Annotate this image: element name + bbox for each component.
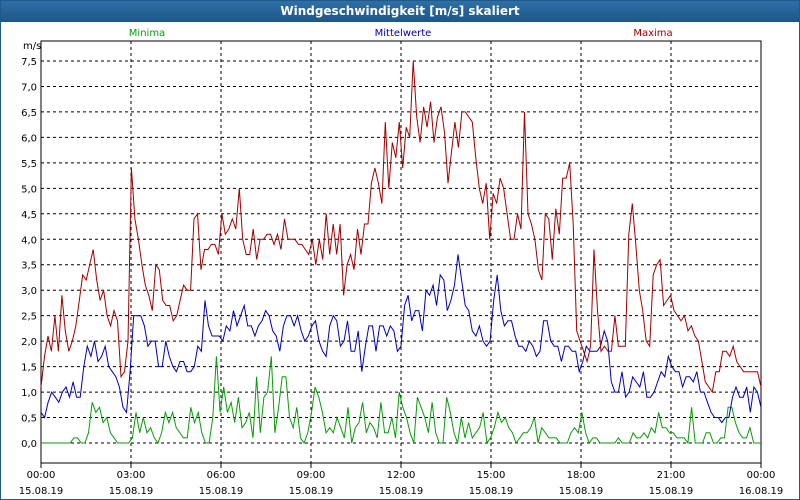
x-tick-date: 16.08.19 xyxy=(739,486,784,497)
series-line-minima xyxy=(41,356,761,445)
x-tick-date: 15.08.19 xyxy=(19,486,64,497)
chart-title: Windgeschwindigkeit [m/s] skaliert xyxy=(1,1,799,22)
x-tick-date: 15.08.19 xyxy=(289,486,334,497)
x-tick-date: 15.08.19 xyxy=(559,486,604,497)
legend-mittelwerte: Mittelwerte xyxy=(375,28,432,39)
legend-minima: Minima xyxy=(129,28,165,39)
y-tick-label: 6,0 xyxy=(21,133,37,144)
y-tick-label: 3,5 xyxy=(21,261,37,272)
y-tick-label: 6,5 xyxy=(21,108,37,119)
x-tick-time: 18:00 xyxy=(567,470,596,481)
y-tick-label: 7,5 xyxy=(21,57,37,68)
y-tick-label: 1,0 xyxy=(21,388,37,399)
x-tick-date: 15.08.19 xyxy=(469,486,514,497)
line-chart: 0,0 0,5 1,0 1,5 2,0 2,5 3,0 3,5 4,0 4,5 5,0 5,5 6,0 6… xyxy=(19,28,784,497)
y-tick-label: 5,5 xyxy=(21,159,37,170)
x-tick-time: 00:00 xyxy=(27,470,56,481)
x-tick-time: 03:00 xyxy=(117,470,146,481)
x-tick-date: 15.08.19 xyxy=(199,486,244,497)
y-axis-label: m/s xyxy=(23,41,41,52)
y-tick-label: 4,0 xyxy=(21,235,37,246)
y-tick-label: 3,0 xyxy=(21,286,37,297)
y-tick-label: 2,5 xyxy=(21,312,37,323)
y-tick-label: 0,0 xyxy=(21,439,37,450)
y-tick-label: 2,0 xyxy=(21,337,37,348)
y-tick-label: 4,5 xyxy=(21,210,37,221)
y-tick-label: 0,5 xyxy=(21,414,37,425)
x-tick-time: 15:00 xyxy=(477,470,506,481)
legend-maxima: Maxima xyxy=(633,28,672,39)
y-tick-label: 1,5 xyxy=(21,363,37,374)
x-tick-time: 00:00 xyxy=(747,470,776,481)
x-tick-time: 21:00 xyxy=(657,470,686,481)
y-tick-label: 7,0 xyxy=(21,82,37,93)
x-tick-date: 15.08.19 xyxy=(649,486,694,497)
x-tick-time: 06:00 xyxy=(207,470,236,481)
x-tick-date: 15.08.19 xyxy=(379,486,424,497)
x-tick-time: 09:00 xyxy=(297,470,326,481)
y-tick-label: 5,0 xyxy=(21,184,37,195)
x-tick-time: 12:00 xyxy=(387,470,416,481)
series-line-mittelwerte xyxy=(40,254,762,424)
x-tick-date: 15.08.19 xyxy=(109,486,154,497)
series-line-maxima xyxy=(40,60,762,394)
